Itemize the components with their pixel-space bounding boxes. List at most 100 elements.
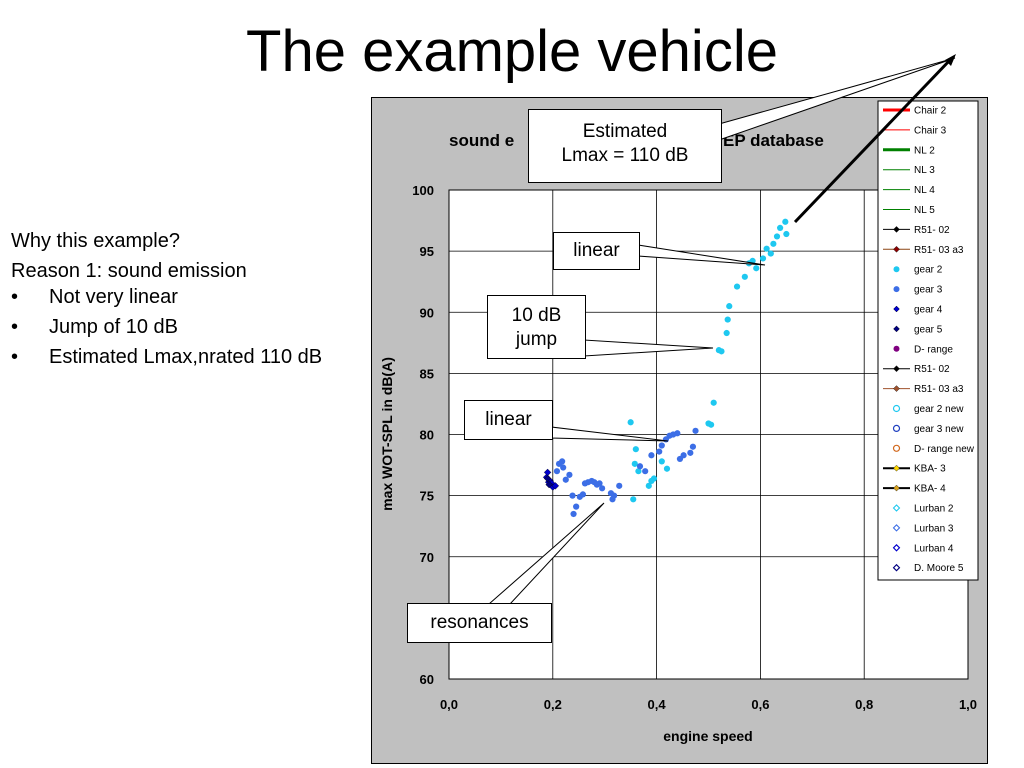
data-point [782,218,789,225]
legend-label: gear 2 [914,265,943,276]
legend-entry: gear 5 [893,324,943,335]
data-point [692,427,699,434]
legend-label: gear 3 new [914,424,964,435]
x-tick-label: 1,0 [959,697,977,712]
legend-marker-swatch [893,286,900,293]
data-point [631,460,638,467]
legend-entry: gear 3 [893,285,943,296]
bullet-dot-icon: • [11,346,19,368]
y-tick-label: 80 [420,428,434,443]
data-point [616,482,623,489]
legend-entry: Lurban 4 [892,543,954,554]
bullet-dot-icon: • [11,286,19,308]
data-point [560,464,567,471]
data-point [707,421,715,428]
data-point [648,452,655,459]
callout-jump-line2: jump [515,329,558,350]
x-tick-label: 0,4 [648,697,667,712]
legend-marker-swatch [892,404,901,413]
legend-label: gear 5 [914,324,943,335]
data-point [650,475,658,482]
legend-label: gear 2 new [914,404,964,415]
data-point [627,419,634,426]
data-point [579,491,587,498]
legend-label: Chair 3 [914,125,947,136]
legend-label: R51- 02 [914,364,950,375]
legend-marker-swatch [893,345,900,352]
callout-jump-line1: 10 dB [511,305,562,326]
data-point [733,283,741,290]
callout-estimated-line2: Lmax = 110 dB [561,145,689,166]
legend-label: NL 4 [914,185,935,196]
data-point [545,480,553,489]
data-point [551,482,560,490]
legend-entry: KBA- 3 [883,464,946,475]
data-point [687,449,694,456]
legend-marker-swatch [892,524,901,532]
data-point [656,448,663,455]
data-point [759,255,767,262]
legend-entry: Chair 3 [883,125,947,136]
legend-entry: D- range new [892,444,975,455]
y-tick-label: 90 [420,305,434,320]
callout-linear-lower: linear [464,400,553,440]
legend-entry: R51- 03 a3 [883,245,964,256]
legend-marker-swatch [892,424,901,432]
data-point [773,233,781,240]
data-point [599,485,606,492]
y-tick-label: 100 [412,183,434,198]
callout-linear-upper-text: linear [573,240,620,261]
data-point [777,224,784,231]
y-tick-labels: 60 70 75 80 85 90 95 100 [412,183,434,687]
bullet-text: Estimated Lmax,nrated 110 dB [49,346,323,368]
data-point [642,468,649,475]
arrow-head-icon [945,54,956,66]
legend-entry: gear 2 new [892,404,964,415]
data-point [562,476,569,483]
y-tick-label: 60 [420,672,434,687]
data-point [570,510,577,518]
left-text-block: Why this example? Reason 1: sound emissi… [11,226,331,376]
data-point [543,474,552,483]
bullet-item: • Estimated Lmax,nrated 110 dB [11,346,331,369]
data-point [658,458,665,465]
legend-entry: R51- 02 [883,364,950,375]
x-axis-label: engine speed [663,728,752,744]
data-point [645,482,652,489]
legend-label: KBA- 3 [914,464,946,475]
legend-entry: D. Moore 5 [892,563,964,574]
legend-marker-swatch [893,365,900,372]
data-point [573,503,580,510]
chart-title-left: sound e [449,131,514,150]
callout-linear-upper: linear [553,232,640,270]
data-point [674,430,681,437]
y-tick-label: 70 [420,550,434,565]
legend-label: Chair 2 [914,106,947,117]
data-point [718,348,725,355]
y-axis-label: max WOT-SPL in dB(A) [379,357,395,511]
legend-label: NL 3 [914,165,935,176]
estimated-arrow-line [793,58,952,224]
legend-label: R51- 03 a3 [914,384,964,395]
legend-entry: gear 3 new [892,424,964,435]
data-point [663,465,671,472]
legend-label: R51- 03 a3 [914,245,964,256]
legend-entry: Lurban 3 [892,523,954,534]
legend-marker-swatch [893,385,900,392]
data-point [553,468,561,475]
data-point [741,273,748,280]
legend-entry: NL 3 [883,165,935,176]
data-point [596,480,603,487]
data-point [636,463,644,470]
data-point [658,442,665,449]
y-tick-label: 95 [420,244,434,259]
data-point [723,329,730,337]
data-point [763,245,770,252]
x-tick-label: 0,2 [544,697,562,712]
callout-estimated-lmax: Estimated Lmax = 110 dB [528,109,722,183]
bullet-dot-icon: • [11,316,19,338]
callout-linear-lower-text: linear [485,409,532,430]
data-point [726,303,733,310]
data-point [559,458,566,465]
